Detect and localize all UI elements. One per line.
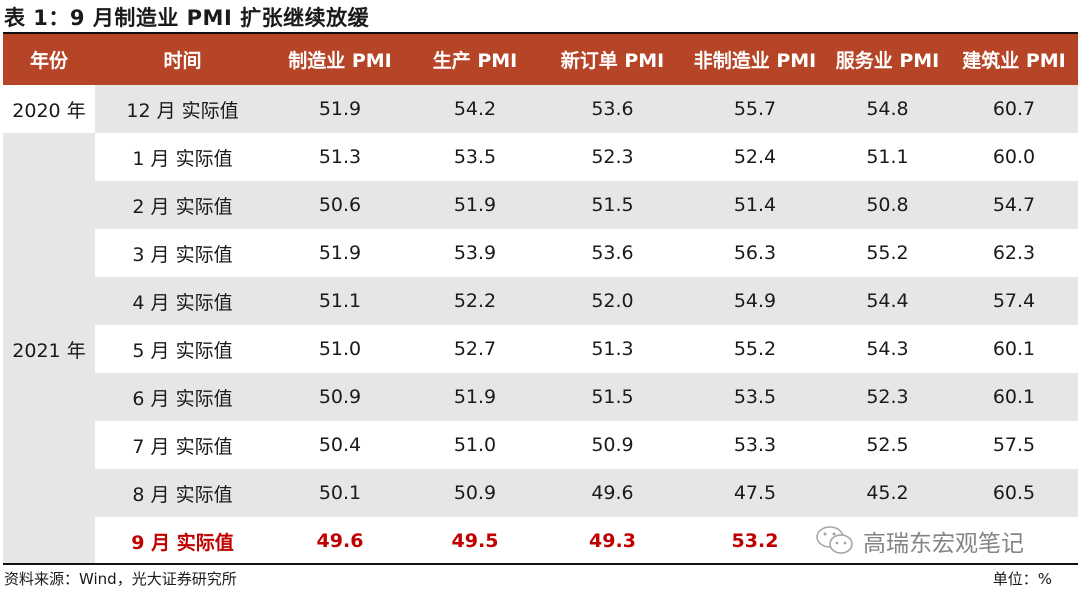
production-pmi-cell: 50.9 <box>453 482 497 504</box>
production-pmi-cell: 51.9 <box>453 194 497 216</box>
non-manufacturing-pmi-cell: 53.2 <box>731 530 779 552</box>
services-pmi-cell: 45.2 <box>866 482 909 504</box>
unit-note: 单位：% <box>992 570 1052 588</box>
new-orders-pmi-cell: 49.3 <box>589 530 636 552</box>
time-cell: 12 月 实际值 <box>126 99 239 122</box>
construction-pmi-cell: 60.1 <box>992 386 1036 408</box>
source-note: 资料来源：Wind，光大证券研究所 <box>4 570 237 588</box>
time-cell: 6 月 实际值 <box>132 387 233 410</box>
new-orders-pmi-cell: 51.5 <box>591 386 634 408</box>
table-row: 2020 年 12 月 实际值 51.9 54.2 53.6 55.7 54.8 60.7 <box>3 85 1078 133</box>
year-2021-cell: 2021 年 <box>3 133 95 565</box>
watermark-text: 高瑞东宏观笔记 <box>863 531 1024 557</box>
production-pmi-cell: 53.9 <box>453 242 497 264</box>
time-cell: 3 月 实际值 <box>132 243 233 266</box>
services-pmi-cell: 55.2 <box>866 242 909 264</box>
production-pmi-cell: 52.7 <box>453 338 497 360</box>
non-manufacturing-pmi-cell: 53.5 <box>733 386 777 408</box>
table-row: 3 月 实际值 51.9 53.9 53.6 56.3 55.2 62.3 <box>3 229 1078 277</box>
manufacturing-pmi-cell: 49.6 <box>316 530 364 552</box>
table-row: 4 月 实际值 51.1 52.2 52.0 54.9 54.4 57.4 <box>3 277 1078 325</box>
non-manufacturing-pmi-cell: 55.7 <box>733 98 777 120</box>
production-pmi-cell: 51.9 <box>453 386 497 408</box>
non-manufacturing-pmi-cell: 52.4 <box>733 146 777 168</box>
production-pmi-cell: 51.0 <box>453 434 497 456</box>
table-row: 8 月 实际值 50.1 50.9 49.6 47.5 45.2 60.5 <box>3 469 1078 517</box>
construction-pmi-cell: 57.5 <box>992 434 1036 456</box>
non-manufacturing-pmi-cell: 47.5 <box>733 482 777 504</box>
manufacturing-pmi-cell: 50.6 <box>318 194 362 216</box>
year-cell: 2020 年 <box>3 85 95 133</box>
production-pmi-cell: 53.5 <box>453 146 497 168</box>
manufacturing-pmi-cell: 50.4 <box>318 434 362 456</box>
header-production-pmi: 生产 PMI <box>432 50 518 72</box>
construction-pmi-cell: 60.0 <box>992 146 1036 168</box>
header-services-pmi: 服务业 PMI <box>835 50 940 72</box>
non-manufacturing-pmi-cell: 54.9 <box>733 290 777 312</box>
services-pmi-cell: 50.8 <box>866 194 909 216</box>
non-manufacturing-pmi-cell: 51.4 <box>733 194 777 216</box>
new-orders-pmi-cell: 52.3 <box>591 146 634 168</box>
table-row: 1 月 实际值 51.3 53.5 52.3 52.4 51.1 60.0 <box>3 133 1078 181</box>
header-time: 时间 <box>163 50 202 72</box>
time-cell: 5 月 实际值 <box>132 339 233 362</box>
services-pmi-cell: 52.3 <box>866 386 909 408</box>
table-row: 5 月 实际值 51.0 52.7 51.3 55.2 54.3 60.1 <box>3 325 1078 373</box>
construction-pmi-cell: 62.3 <box>992 242 1036 264</box>
new-orders-pmi-cell: 53.6 <box>591 242 634 264</box>
table-row: 6 月 实际值 50.9 51.9 51.5 53.5 52.3 60.1 <box>3 373 1078 421</box>
non-manufacturing-pmi-cell: 53.3 <box>733 434 777 456</box>
time-cell: 1 月 实际值 <box>132 147 233 170</box>
time-cell: 9 月 实际值 <box>131 531 234 554</box>
manufacturing-pmi-cell: 51.9 <box>318 242 362 264</box>
new-orders-pmi-cell: 49.6 <box>591 482 634 504</box>
construction-pmi-cell: 60.5 <box>992 482 1036 504</box>
table-title: 表 1：9 月制造业 PMI 扩张继续放缓 <box>4 6 370 30</box>
manufacturing-pmi-cell: 51.3 <box>318 146 362 168</box>
construction-pmi-cell: 54.7 <box>992 194 1036 216</box>
header-year: 年份 <box>29 50 68 72</box>
new-orders-pmi-cell: 52.0 <box>591 290 634 312</box>
time-cell: 4 月 实际值 <box>132 291 233 314</box>
table-bottom-rule <box>3 563 1078 565</box>
header-non-manufacturing-pmi: 非制造业 PMI <box>693 50 817 72</box>
time-cell: 7 月 实际值 <box>132 435 233 458</box>
new-orders-pmi-cell: 51.3 <box>591 338 634 360</box>
manufacturing-pmi-cell: 51.9 <box>318 98 362 120</box>
construction-pmi-cell: 60.7 <box>992 98 1036 120</box>
construction-pmi-cell: 60.1 <box>992 338 1036 360</box>
manufacturing-pmi-cell: 50.9 <box>318 386 362 408</box>
services-pmi-cell: 51.1 <box>866 146 909 168</box>
production-pmi-cell: 49.5 <box>451 530 499 552</box>
table-row: 7 月 实际值 50.4 51.0 50.9 53.3 52.5 57.5 <box>3 421 1078 469</box>
wechat-icon <box>816 526 853 554</box>
non-manufacturing-pmi-cell: 55.2 <box>733 338 777 360</box>
time-cell: 8 月 实际值 <box>132 483 233 506</box>
production-pmi-cell: 54.2 <box>453 98 497 120</box>
production-pmi-cell: 52.2 <box>453 290 497 312</box>
services-pmi-cell: 54.4 <box>866 290 909 312</box>
new-orders-pmi-cell: 53.6 <box>591 98 634 120</box>
manufacturing-pmi-cell: 50.1 <box>318 482 362 504</box>
header-new-orders-pmi: 新订单 PMI <box>560 50 665 72</box>
new-orders-pmi-cell: 50.9 <box>591 434 634 456</box>
manufacturing-pmi-cell: 51.1 <box>318 290 362 312</box>
manufacturing-pmi-cell: 51.0 <box>318 338 362 360</box>
header-manufacturing-pmi: 制造业 PMI <box>288 50 392 72</box>
services-pmi-cell: 54.8 <box>866 98 909 120</box>
construction-pmi-cell: 57.4 <box>992 290 1036 312</box>
time-cell: 2 月 实际值 <box>132 195 233 218</box>
services-pmi-cell: 54.3 <box>866 338 909 360</box>
table-row: 2 月 实际值 50.6 51.9 51.5 51.4 50.8 54.7 <box>3 181 1078 229</box>
pmi-table: 年份 时间 制造业 PMI 生产 PMI 新订单 PMI 非制造业 PMI 服务… <box>3 32 1078 565</box>
table-header-row: 年份 时间 制造业 PMI 生产 PMI 新订单 PMI 非制造业 PMI 服务… <box>3 34 1078 85</box>
non-manufacturing-pmi-cell: 56.3 <box>733 242 777 264</box>
services-pmi-cell: 52.5 <box>866 434 909 456</box>
header-construction-pmi: 建筑业 PMI <box>962 50 1066 72</box>
watermark: 高瑞东宏观笔记 <box>815 524 1024 558</box>
new-orders-pmi-cell: 51.5 <box>591 194 634 216</box>
